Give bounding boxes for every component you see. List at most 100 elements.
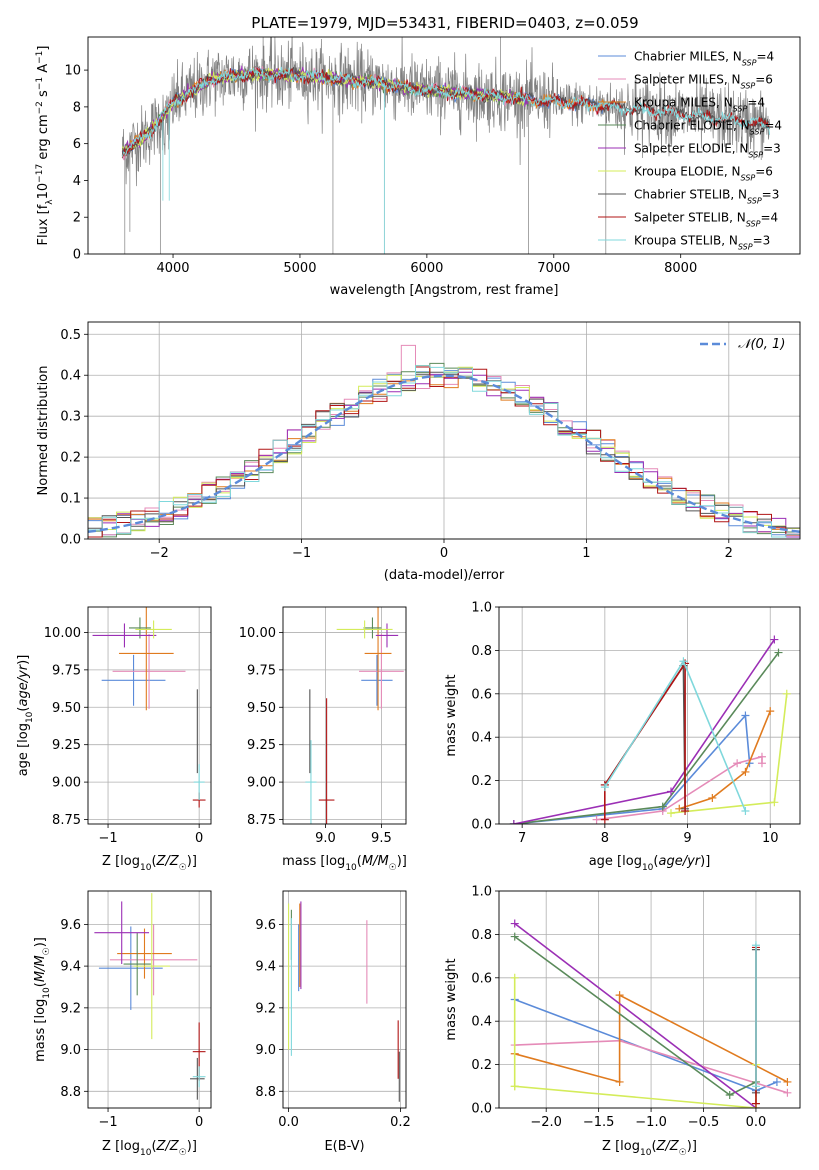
- x-tick-label: 0: [195, 1115, 203, 1130]
- chart-age_vs_Z: −1 0 8.75 9.00 9.25 9.50 9.75 10.00 Z [log10(Z/Z…: [16, 606, 212, 873]
- y-tick-label: 9.25: [52, 738, 81, 753]
- y-tick-label: 4: [73, 174, 81, 189]
- y-tick-label: 2: [73, 211, 81, 226]
- x-tick-label: 5000: [283, 261, 316, 276]
- model-spectrum: [121, 66, 770, 157]
- weight-line: [514, 922, 757, 1108]
- residual-histogram: [88, 366, 800, 538]
- y-tick-label: 0.0: [60, 533, 81, 548]
- axes-frame: [87, 606, 212, 825]
- x-tick-label: −0.5: [688, 1115, 720, 1130]
- x-tick-label: 9.5: [371, 831, 392, 846]
- axes-frame: [87, 321, 801, 540]
- x-tick-label: 0.2: [390, 1115, 411, 1130]
- axes-frame: [498, 890, 801, 1109]
- y-tick-label: 0.4: [471, 1015, 492, 1030]
- y-axis-label: mass [log10(M/M☉)]: [33, 937, 52, 1062]
- x-tick-label: 8: [601, 831, 609, 846]
- weight-marker: [600, 815, 609, 824]
- weight-marker: [615, 991, 624, 1000]
- y-tick-label: 9.25: [247, 738, 276, 753]
- weight-marker: [510, 919, 519, 928]
- plot-area: [509, 635, 791, 824]
- y-tick-label: 9.75: [247, 663, 276, 678]
- weight-marker: [751, 1082, 760, 1091]
- y-tick-label: 0.0: [471, 818, 492, 833]
- x-axis-label: Z [log10(Z/Z☉)]: [102, 1139, 197, 1158]
- y-tick-label: 9.4: [60, 960, 81, 975]
- y-tick-label: 0.2: [60, 451, 81, 466]
- x-tick-label: 0: [440, 546, 448, 561]
- weight-marker: [751, 941, 760, 950]
- y-tick-label: 0: [73, 248, 81, 263]
- chart-weight_vs_Z: −2.0 −1.5 −1.0 −0.5 0.0 0.0 0.2 0.4 0.6 0.8 1.0 mas…: [444, 885, 801, 1158]
- weight-marker: [741, 806, 750, 815]
- gaussian-curve: [88, 374, 800, 533]
- axes-frame: [282, 890, 407, 1109]
- y-tick-label: 9.6: [60, 918, 81, 933]
- legend-entry: Kroupa MILES, NSSP=4: [634, 96, 765, 114]
- x-tick-label: −1.5: [583, 1115, 615, 1130]
- weight-marker: [615, 1077, 624, 1086]
- y-tick-label: 1.0: [471, 601, 492, 616]
- y-tick-label: 0.6: [471, 971, 492, 986]
- weight-marker: [667, 787, 675, 796]
- y-tick-label: 9.4: [255, 960, 276, 975]
- x-axis-label: wavelength [Angstrom, rest frame]: [330, 283, 559, 298]
- plot-area: [288, 901, 400, 1102]
- legend-entry: Chabrier ELODIE, NSSP=4: [634, 119, 782, 137]
- legend-entry: 𝒩(0, 1): [738, 337, 785, 352]
- plot-area: [94, 893, 206, 1100]
- legend-entry: Chabrier STELIB, NSSP=3: [634, 188, 779, 206]
- y-tick-label: 0.6: [471, 687, 492, 702]
- weight-marker: [510, 1082, 519, 1091]
- x-axis-label: E(B-V): [324, 1139, 364, 1154]
- y-tick-label: 0.4: [471, 731, 492, 746]
- x-axis-label: Z [log10(Z/Z☉)]: [102, 854, 197, 873]
- weight-marker: [733, 759, 742, 768]
- x-tick-label: −1.0: [635, 1115, 667, 1130]
- y-axis-label: Normed distribution: [36, 366, 51, 496]
- figure-title: PLATE=1979, MJD=53431, FIBERID=0403, z=0…: [251, 14, 638, 32]
- x-tick-label: 6000: [410, 261, 443, 276]
- y-tick-label: 6: [73, 137, 81, 152]
- y-tick-label: 8.8: [255, 1085, 276, 1100]
- x-axis-label: mass [log10(M/M☉)]: [282, 854, 407, 873]
- weight-marker: [658, 802, 667, 811]
- y-tick-label: 0.2: [471, 774, 492, 789]
- weight-line: [514, 993, 788, 1084]
- y-tick-label: 9.2: [60, 1001, 81, 1016]
- chart-mass_vs_Z: −1 0 8.8 9.0 9.2 9.4 9.6 Z [log10(Z/Z☉)] mass [l…: [33, 890, 212, 1158]
- chart-weight_vs_age: 7 8 9 10 0.0 0.2 0.4 0.6 0.8 1.0 mass weight age [l…: [444, 601, 801, 873]
- weight-marker: [725, 1090, 734, 1099]
- y-axis-label: mass weight: [444, 958, 459, 1040]
- axes-frame: [498, 606, 801, 825]
- weight-marker: [708, 793, 717, 802]
- chart-residuals: −2 −1 0 1 2 0.0 0.1 0.2 0.3 0.4 0.5 𝒩(0, 1) (data-mo…: [36, 321, 801, 583]
- x-tick-label: −1: [98, 831, 117, 846]
- weight-marker: [741, 767, 750, 776]
- weight-marker: [592, 815, 601, 824]
- y-tick-label: 9.6: [255, 918, 276, 933]
- x-tick-label: −2.0: [530, 1115, 562, 1130]
- y-tick-label: 9.00: [52, 776, 81, 791]
- y-tick-label: 9.00: [247, 776, 276, 791]
- weight-marker: [510, 932, 519, 941]
- x-tick-label: 10: [762, 831, 779, 846]
- legend-entry: Salpeter MILES, NSSP=6: [634, 73, 773, 91]
- x-tick-label: −2: [150, 546, 169, 561]
- legend-entry: Salpeter STELIB, NSSP=4: [634, 211, 778, 229]
- x-tick-label: 8000: [664, 261, 697, 276]
- y-tick-label: 9.2: [255, 1001, 276, 1016]
- chart-spectrum: 4000 5000 6000 7000 8000 0 2 4 6 8 10 wavelength [A…: [35, 36, 801, 298]
- weight-marker: [741, 711, 750, 720]
- y-tick-label: 10.00: [239, 626, 276, 641]
- weight-marker: [766, 707, 775, 716]
- weight-marker: [770, 635, 779, 644]
- y-tick-label: 8.8: [60, 1085, 81, 1100]
- y-tick-label: 0.5: [60, 328, 81, 343]
- y-tick-label: 8: [73, 100, 81, 115]
- y-tick-label: 0.3: [60, 410, 81, 425]
- legend-entry: Kroupa STELIB, NSSP=3: [634, 234, 770, 252]
